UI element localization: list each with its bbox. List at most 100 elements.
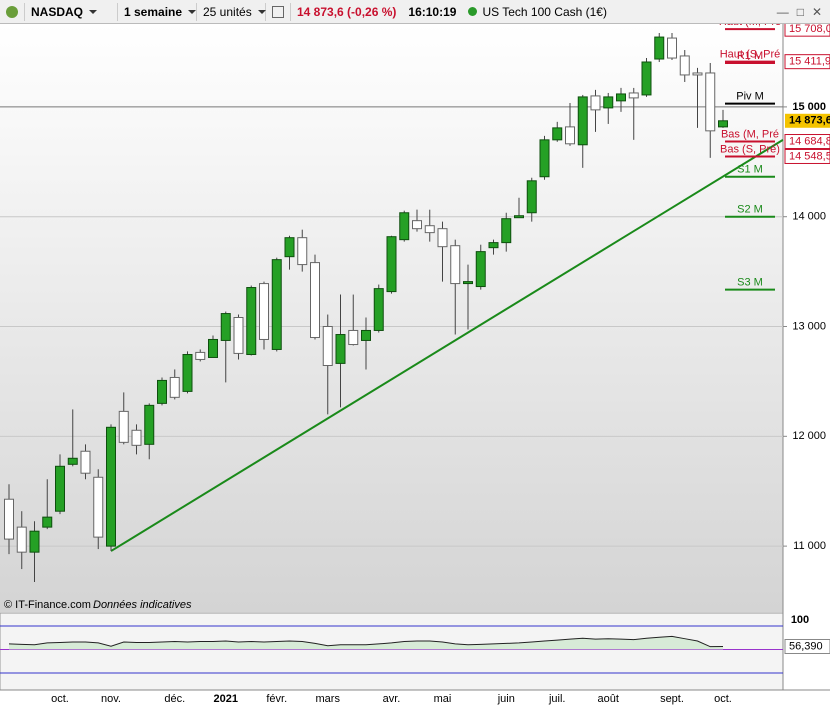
x-tick-label: oct. [714,693,732,705]
candle-body [514,215,524,219]
candle-body [424,225,435,234]
candle-body [144,404,155,445]
settings-icon[interactable] [266,2,291,21]
candle-body [463,281,473,285]
units: 25 unités [203,4,252,19]
candle-body [131,429,142,446]
close[interactable]: ✕ [811,4,822,19]
candle-body [233,317,244,354]
trendline [110,138,784,552]
candle-body [297,237,308,266]
menu-icon[interactable] [0,2,25,21]
x-tick-label: juil. [548,693,566,705]
candle-body [118,410,129,443]
candle-body [628,92,639,99]
x-tick-label: 2021 [214,693,238,705]
candle-body [667,37,677,59]
candle-body [259,283,269,340]
level-value-box [784,148,830,164]
candle-body [501,218,512,244]
candle-body [195,351,206,360]
x-tick-label: mai [434,693,452,705]
y-tick-label: 13 000 [792,320,826,332]
candle-body [488,242,499,249]
candle-body [526,180,537,214]
candle-body [67,457,78,465]
symbol-select[interactable]: NASDAQ [25,2,118,21]
level-label: S2 M [737,204,763,216]
candle-body [603,96,614,109]
instrument-name: US Tech 100 Cash (1€) [482,4,607,19]
indicator-value-box [784,638,830,654]
candle-body [322,326,333,366]
candle-body [42,516,53,528]
restore[interactable]: □ [796,4,804,19]
candle-body [437,228,448,248]
level-label: Haut (S, Pré [720,49,781,61]
x-tick-label: avr. [383,693,401,705]
indicator-value: 56,390 [789,640,823,652]
candle-body [590,95,601,111]
x-tick-label: nov. [101,693,121,705]
chart: © IT-Finance.com Données indicatives 11 … [0,24,830,705]
x-tick-label: mars [316,693,341,705]
last-price-box [785,113,830,128]
symbol: NASDAQ [31,4,84,19]
candle-body [271,259,282,350]
last-price: 14 873,6 [789,115,830,127]
level-label: S3 M [737,277,763,289]
plot-area [0,24,783,612]
candle-body [80,450,91,474]
copyright: © IT-Finance.com [4,599,91,611]
candle-body [157,379,167,404]
candle-body [475,251,486,288]
level-value-box [784,54,830,70]
candle-body [284,237,295,258]
candle-body [348,329,359,346]
level-label: Piv M [736,91,764,103]
period-select[interactable]: 1 semaine [118,2,197,21]
candle-body [361,329,371,341]
indicator-pane [0,612,784,691]
units-select[interactable]: 25 unités [197,2,266,21]
candle-body [552,127,563,141]
candle-body [641,61,652,96]
candle-body [565,126,575,145]
level-label: Bas (M, Pré [721,128,779,140]
disclaimer: Données indicatives [93,599,192,611]
level-value-box [784,24,830,37]
window-controls: — □ ✕ [777,5,830,19]
candle-body [29,530,40,553]
y-tick-label: 15 000 [792,101,826,113]
x-tick-label: juin [497,693,515,705]
indicator-tick-label: 100 [791,614,809,626]
candle-body [220,313,231,341]
candle-body [692,72,703,76]
time: 16:10:19 [408,4,457,19]
candle-body [310,262,320,338]
candle-body [412,220,422,230]
level-label: Bas (S, Pré) [720,143,780,155]
x-tick-label: déc. [164,693,185,705]
instrument: US Tech 100 Cash (1€) [462,3,613,21]
candle-body [55,465,65,512]
candle-body [169,376,180,398]
candle-body [182,354,193,392]
candle-body [93,476,104,538]
level-value-box [784,134,830,150]
x-tick-label: août [598,693,619,705]
indicator-line [8,635,724,648]
level-value: 15 708,0 [789,24,830,35]
toolbar: NASDAQ 1 semaine 25 unités 14 873,6 (-0,… [0,0,830,24]
minimize[interactable]: — [776,4,789,19]
level-label: Haut (M, Pré [719,24,781,28]
candle-body [679,55,690,76]
candle-body [373,288,384,331]
candle-body [450,245,461,285]
candle-body [4,498,14,540]
y-tick-label: 14 000 [792,211,826,223]
candle-body [208,338,218,358]
x-tick-label: févr. [266,693,287,705]
y-tick-label: 12 000 [792,430,826,442]
x-tick-label: oct. [51,693,69,705]
